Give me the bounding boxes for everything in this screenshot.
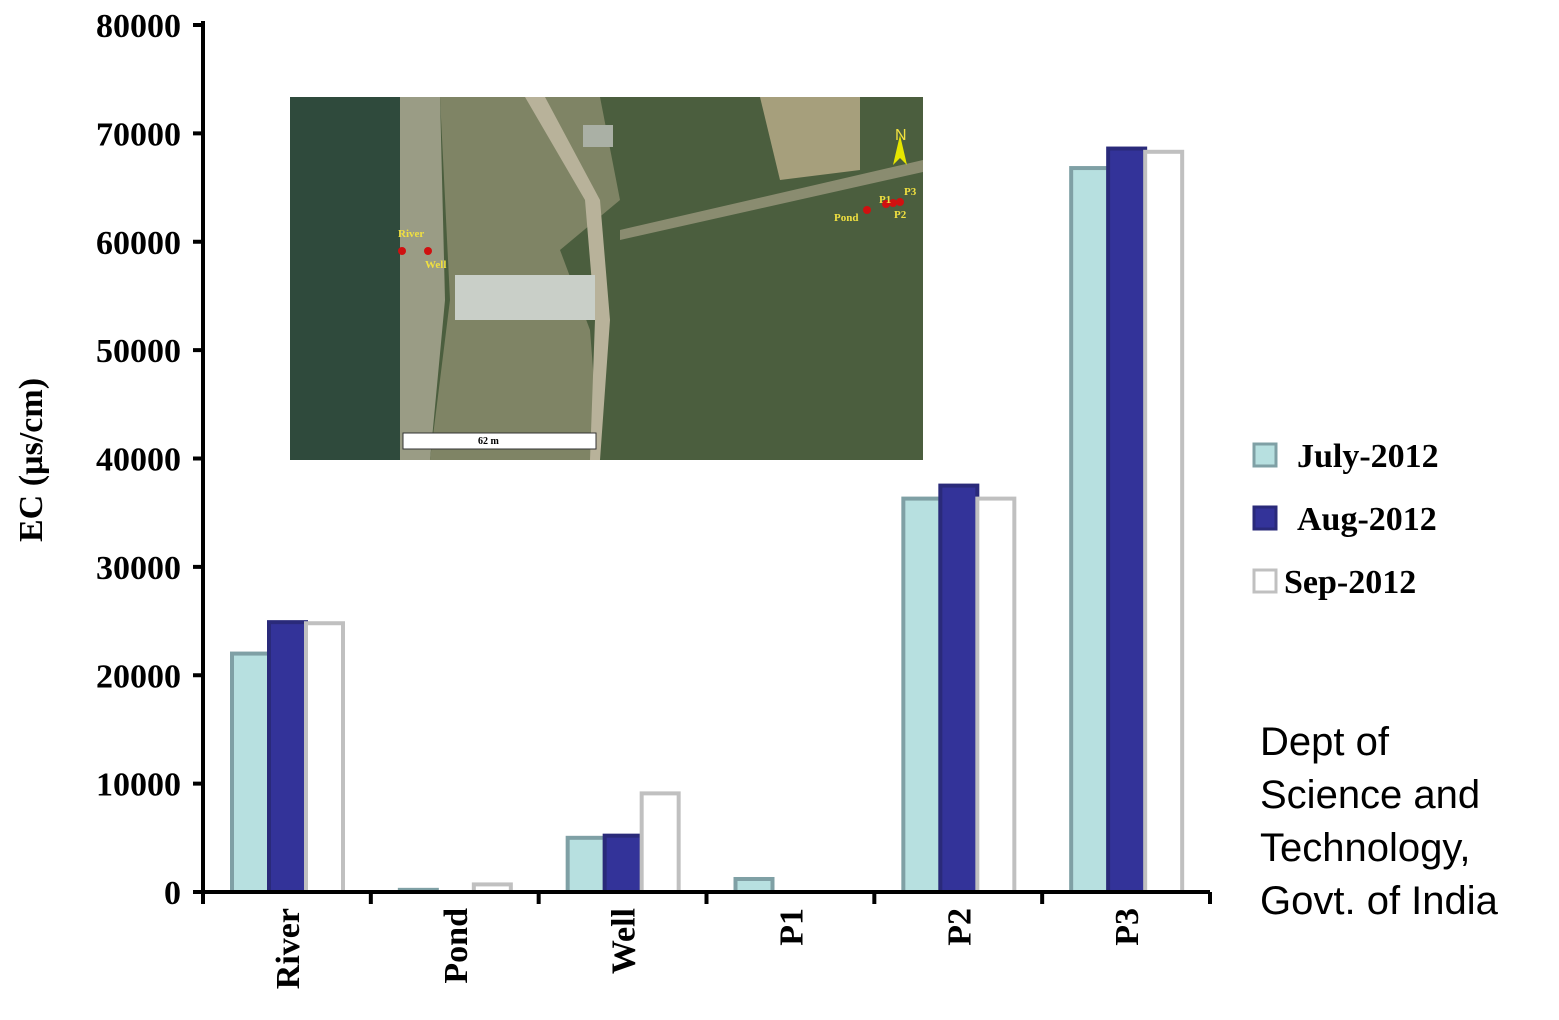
x-tick-label: P1 [773, 908, 810, 946]
legend-swatch [1254, 507, 1276, 529]
map-label: N [895, 127, 907, 144]
y-tick-label: 70000 [96, 116, 181, 153]
bar [232, 654, 269, 892]
chart: River Well Pond P1 P3 P2 N 62 m EC (µs/c… [0, 0, 1559, 1020]
y-axis-label: EC (µs/cm) [13, 378, 50, 542]
map-label: Pond [834, 212, 858, 224]
y-tick-label: 10000 [96, 767, 181, 804]
bar [306, 623, 343, 892]
legend-swatch [1254, 570, 1276, 592]
bar [1145, 152, 1182, 892]
legend-swatch [1254, 444, 1276, 466]
legend-label: July-2012 [1297, 438, 1439, 475]
bar [1071, 168, 1108, 892]
legend-label: Aug-2012 [1297, 501, 1437, 538]
y-tick-label: 20000 [96, 658, 181, 695]
map-label: River [398, 228, 424, 240]
annotation-line: Technology, [1260, 826, 1471, 870]
y-tick-label: 40000 [96, 442, 181, 479]
bar [903, 499, 940, 892]
inset-map: River Well Pond P1 P3 P2 N 62 m [290, 97, 923, 460]
annotation-line: Govt. of India [1260, 879, 1499, 923]
bar [605, 836, 642, 892]
x-tick-label: Well [606, 908, 643, 974]
x-tick-label: River [270, 908, 307, 989]
bar [642, 793, 679, 892]
y-tick-label: 50000 [96, 333, 181, 370]
x-tick-label: Pond [438, 908, 475, 984]
x-tick-label: P3 [1109, 908, 1146, 946]
y-tick-label: 0 [164, 875, 181, 912]
y-tick-label: 80000 [96, 8, 181, 45]
annotation-line: Dept of [1260, 720, 1390, 764]
map-label: Well [425, 259, 446, 271]
bar [940, 486, 977, 892]
map-label: P1 [879, 194, 891, 206]
y-tick-label: 60000 [96, 225, 181, 262]
legend-label: Sep-2012 [1284, 564, 1416, 601]
bar [568, 838, 605, 892]
map-scale: 62 m [478, 436, 500, 447]
x-tick-label: P2 [941, 908, 978, 946]
map-label: P2 [894, 209, 907, 221]
bar [269, 622, 306, 892]
annotation-line: Science and [1260, 773, 1480, 817]
bar [1108, 149, 1145, 892]
bar [977, 499, 1014, 892]
map-label: P3 [904, 186, 917, 198]
annotation: Dept of Science and Technology, Govt. of In… [1260, 720, 1499, 923]
y-tick-label: 30000 [96, 550, 181, 587]
